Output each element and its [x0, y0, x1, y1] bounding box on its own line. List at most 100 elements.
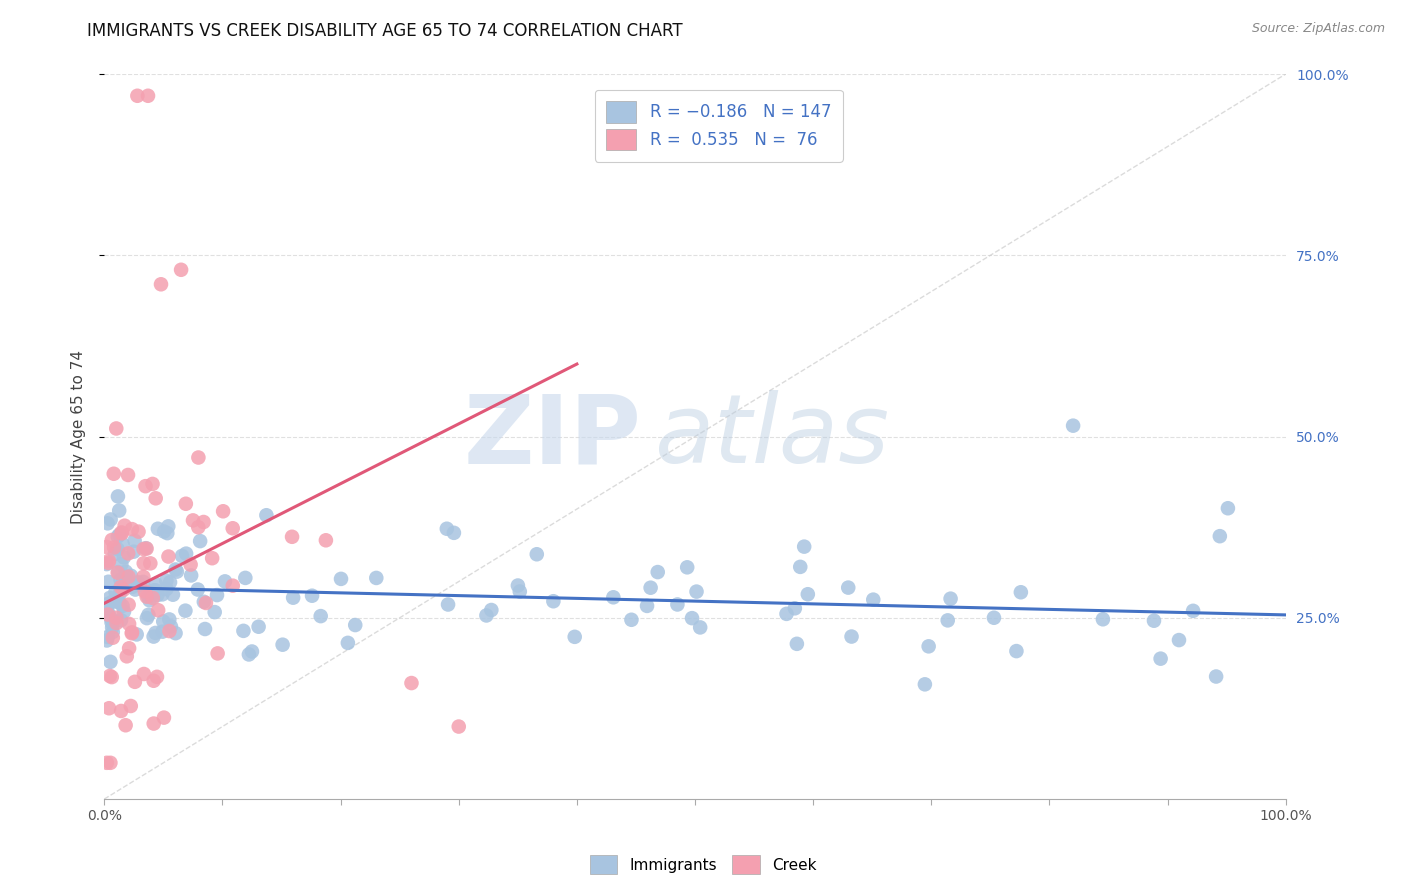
Point	[112, 577, 135, 591]
Point	[120, 568, 142, 582]
Point	[170, 262, 193, 277]
Point	[509, 584, 531, 599]
Point	[564, 630, 586, 644]
Point	[936, 613, 959, 627]
Point	[344, 618, 367, 632]
Point	[138, 607, 160, 622]
Point	[97, 554, 120, 568]
Point	[201, 551, 224, 566]
Point	[443, 525, 465, 540]
Point	[205, 588, 228, 602]
Point	[117, 546, 139, 560]
Point	[939, 591, 962, 606]
Point	[142, 591, 165, 605]
Legend: R = −0.186   N = 147, R =  0.535   N =  76: R = −0.186 N = 147, R = 0.535 N = 76	[595, 89, 842, 161]
Point	[666, 598, 689, 612]
Point	[135, 590, 157, 604]
Point	[121, 580, 143, 594]
Point	[107, 566, 129, 580]
Point	[111, 537, 134, 551]
Point	[127, 575, 149, 590]
Point	[330, 572, 353, 586]
Point	[108, 596, 131, 610]
Point	[153, 711, 176, 725]
Point	[180, 568, 202, 582]
Point	[222, 521, 245, 535]
Point	[107, 541, 129, 556]
Point	[543, 594, 565, 608]
Point	[301, 589, 323, 603]
Point	[112, 582, 135, 597]
Point	[145, 491, 167, 506]
Point	[115, 570, 138, 584]
Point	[112, 605, 135, 619]
Point	[180, 558, 202, 572]
Point	[146, 522, 169, 536]
Point	[118, 641, 141, 656]
Point	[281, 591, 304, 605]
Point	[97, 607, 120, 622]
Point	[1062, 418, 1084, 433]
Text: ZIP: ZIP	[464, 390, 643, 483]
Point	[174, 497, 197, 511]
Point	[475, 608, 498, 623]
Point	[685, 584, 707, 599]
Point	[157, 549, 180, 564]
Point	[100, 611, 122, 625]
Point	[681, 611, 703, 625]
Point	[506, 578, 529, 592]
Point	[114, 565, 136, 579]
Point	[136, 88, 159, 103]
Point	[110, 525, 132, 540]
Point	[134, 479, 156, 493]
Point	[797, 587, 820, 601]
Point	[636, 599, 658, 613]
Point	[233, 571, 256, 585]
Point	[187, 520, 209, 534]
Point	[152, 624, 174, 639]
Point	[1168, 633, 1191, 648]
Point	[436, 522, 458, 536]
Point	[187, 450, 209, 465]
Text: atlas: atlas	[654, 390, 889, 483]
Point	[136, 590, 159, 604]
Point	[193, 595, 215, 609]
Point	[114, 718, 136, 732]
Point	[862, 592, 884, 607]
Text: IMMIGRANTS VS CREEK DISABILITY AGE 65 TO 74 CORRELATION CHART: IMMIGRANTS VS CREEK DISABILITY AGE 65 TO…	[87, 22, 683, 40]
Point	[170, 549, 193, 563]
Point	[96, 606, 118, 620]
Point	[100, 615, 122, 630]
Point	[917, 640, 939, 654]
Point	[142, 716, 165, 731]
Point	[775, 607, 797, 621]
Point	[135, 541, 157, 556]
Point	[125, 627, 148, 641]
Point	[104, 585, 127, 599]
Point	[104, 547, 127, 561]
Point	[134, 584, 156, 599]
Point	[447, 720, 470, 734]
Point	[153, 524, 176, 539]
Point	[107, 594, 129, 608]
Point	[110, 613, 132, 627]
Point	[98, 669, 121, 683]
Point	[214, 574, 236, 589]
Point	[105, 421, 128, 435]
Point	[150, 587, 173, 601]
Point	[166, 565, 188, 579]
Point	[132, 667, 155, 681]
Point	[841, 630, 863, 644]
Point	[174, 604, 197, 618]
Point	[117, 570, 139, 584]
Point	[1091, 612, 1114, 626]
Legend: Immigrants, Creek: Immigrants, Creek	[583, 849, 823, 880]
Point	[1205, 669, 1227, 683]
Point	[146, 670, 169, 684]
Point	[212, 504, 235, 518]
Point	[479, 603, 502, 617]
Point	[108, 527, 131, 541]
Point	[97, 630, 120, 644]
Text: Source: ZipAtlas.com: Source: ZipAtlas.com	[1251, 22, 1385, 36]
Point	[281, 530, 304, 544]
